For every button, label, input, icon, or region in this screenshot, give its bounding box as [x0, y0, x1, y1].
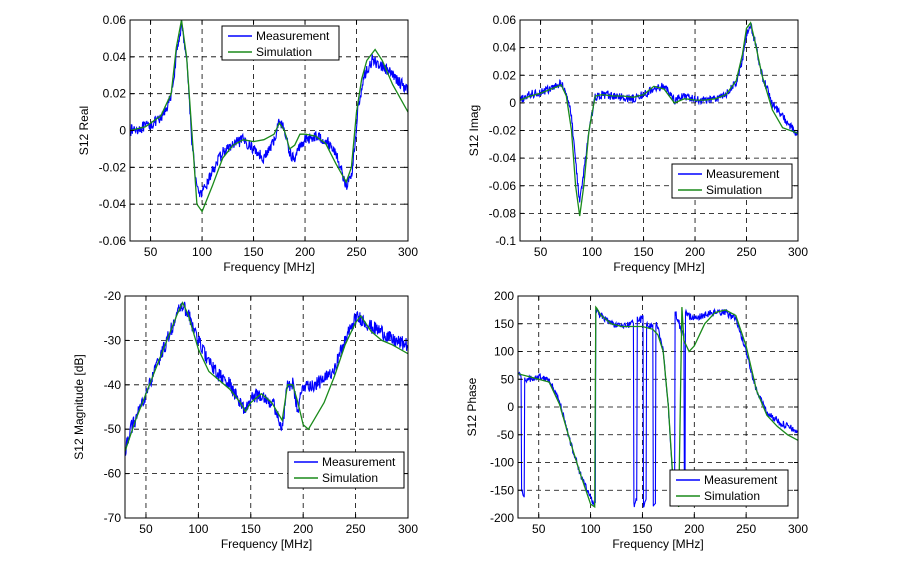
- y-axis-label: S12 Phase: [465, 377, 479, 436]
- y-tick-label: 0.06: [103, 13, 127, 27]
- y-tick-label: -60: [104, 467, 122, 481]
- y-tick-label: -0.04: [99, 197, 127, 211]
- y-tick-label: -30: [104, 333, 122, 347]
- x-tick-label: 50: [144, 245, 158, 259]
- x-tick-label: 200: [295, 245, 315, 259]
- legend-box: [287, 451, 405, 489]
- legend-entry-simulation: Simulation: [322, 471, 378, 485]
- y-tick-label: 0.02: [103, 87, 127, 101]
- legend-box: [671, 163, 793, 199]
- y-tick-label: -0.02: [99, 160, 127, 174]
- x-tick-label: 200: [685, 245, 705, 259]
- x-axis-label: Frequency [MHz]: [223, 260, 314, 274]
- x-tick-label: 250: [346, 522, 366, 536]
- x-tick-label: 250: [736, 522, 756, 536]
- legend-entry-measurement: Measurement: [256, 29, 330, 43]
- x-tick-label: 200: [293, 522, 313, 536]
- y-tick-label: -150: [490, 483, 514, 497]
- x-axis-label: Frequency [MHz]: [612, 537, 703, 551]
- legend: Measurement Simulation: [287, 451, 405, 489]
- series-line-simulation: [520, 21, 798, 217]
- y-tick-label: 100: [494, 345, 514, 359]
- chart-panel-2: 50 100 150 200 250 300 -0.1 -0.08 -0.06 -0.04 -0.0…: [467, 13, 808, 274]
- y-tick-label: -200: [490, 511, 514, 525]
- x-tick-label: 150: [244, 245, 264, 259]
- legend: Measurement Simulation: [669, 469, 789, 507]
- y-tick-label: -0.06: [489, 179, 517, 193]
- x-tick-label: 250: [347, 245, 367, 259]
- y-tick-label: 0.04: [493, 41, 517, 55]
- chart-panel-4: 50 100 150 200 250 300 -200 -150 -100 -50 0 50 100 15…: [465, 289, 808, 551]
- legend-entry-simulation: Simulation: [706, 183, 762, 197]
- y-tick-label: -0.04: [489, 151, 517, 165]
- chart-panel-3: 50 100 150 200 250 300 -70 -60 -50 -40 -30 -20 Frequ…: [72, 289, 418, 551]
- y-tick-label: -70: [104, 511, 122, 525]
- y-tick-label: -50: [497, 428, 515, 442]
- x-tick-label: 100: [582, 245, 602, 259]
- x-tick-label: 150: [241, 522, 261, 536]
- chart-panel-1: 50 100 150 200 250 300 -0.06 -0.04 -0.02 0 0.02 0.0…: [77, 13, 418, 274]
- legend-box: [669, 469, 789, 507]
- y-tick-label: -50: [104, 422, 122, 436]
- x-axis-label: Frequency [MHz]: [613, 260, 704, 274]
- legend-entry-measurement: Measurement: [704, 473, 778, 487]
- legend-box: [221, 25, 340, 61]
- x-axis-label: Frequency [MHz]: [221, 537, 312, 551]
- x-tick-label: 100: [192, 245, 212, 259]
- x-tick-label: 50: [532, 522, 546, 536]
- y-axis-label: S12 Imag: [467, 105, 481, 156]
- x-tick-label: 100: [581, 522, 601, 536]
- y-tick-label: 0.02: [493, 68, 517, 82]
- y-tick-label: 0: [509, 96, 516, 110]
- y-tick-label: 150: [494, 317, 514, 331]
- legend: Measurement Simulation: [221, 25, 340, 61]
- legend-entry-simulation: Simulation: [704, 489, 760, 503]
- y-tick-label: -100: [490, 456, 514, 470]
- x-tick-label: 200: [684, 522, 704, 536]
- y-tick-label: -0.06: [99, 234, 127, 248]
- y-tick-label: -20: [104, 289, 122, 303]
- y-axis-label: S12 Real: [77, 106, 91, 155]
- plot-frame: [124, 295, 409, 519]
- y-tick-label: -0.1: [495, 234, 516, 248]
- x-tick-label: 150: [632, 522, 652, 536]
- legend-entry-simulation: Simulation: [256, 45, 312, 59]
- y-tick-label: 0: [507, 400, 514, 414]
- y-tick-label: -0.08: [489, 206, 517, 220]
- x-tick-label: 300: [788, 245, 808, 259]
- y-tick-label: -40: [104, 378, 122, 392]
- y-tick-label: 200: [494, 289, 514, 303]
- x-tick-label: 300: [398, 245, 418, 259]
- series-line-simulation: [518, 305, 798, 509]
- legend-entry-measurement: Measurement: [706, 167, 780, 181]
- y-tick-label: -0.02: [489, 124, 517, 138]
- x-tick-label: 300: [398, 522, 418, 536]
- y-tick-label: 50: [501, 372, 515, 386]
- legend: Measurement Simulation: [671, 163, 793, 199]
- y-tick-label: 0: [119, 124, 126, 138]
- x-tick-label: 250: [737, 245, 757, 259]
- x-tick-label: 300: [788, 522, 808, 536]
- series-line-simulation: [125, 301, 408, 452]
- y-tick-label: 0.06: [493, 13, 517, 27]
- x-tick-label: 50: [139, 522, 153, 536]
- legend-entry-measurement: Measurement: [322, 455, 396, 469]
- y-tick-label: 0.04: [103, 50, 127, 64]
- series-line-simulation: [130, 20, 408, 213]
- x-tick-label: 100: [188, 522, 208, 536]
- y-axis-label: S12 Magnitude [dB]: [72, 354, 86, 459]
- x-tick-label: 50: [534, 245, 548, 259]
- series-line-measurement: [125, 301, 408, 456]
- x-tick-label: 150: [634, 245, 654, 259]
